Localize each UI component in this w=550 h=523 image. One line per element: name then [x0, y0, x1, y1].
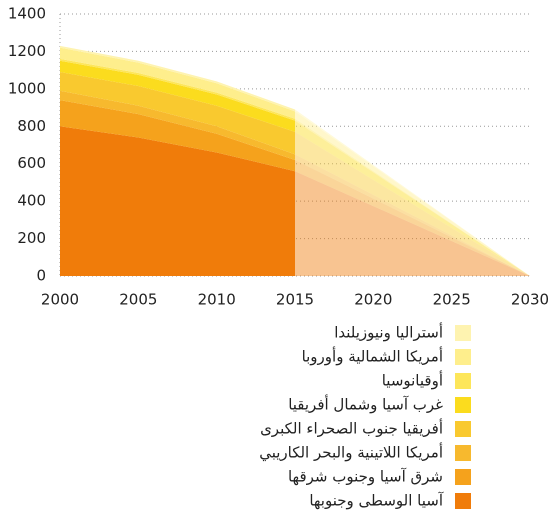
y-tick-label: 200 — [17, 229, 46, 247]
legend-swatch — [455, 325, 471, 341]
y-tick-label: 1000 — [8, 79, 46, 97]
area-projection — [295, 109, 530, 276]
legend-label: آسيا الوسطى وجنوبها — [309, 492, 444, 510]
x-tick-label: 2015 — [276, 291, 314, 309]
area — [60, 100, 295, 172]
y-tick-label: 1200 — [8, 42, 46, 60]
y-tick-label: 1400 — [8, 5, 46, 23]
legend-swatch — [455, 445, 471, 461]
area — [60, 126, 295, 277]
area — [60, 47, 295, 119]
legend-label: أوقيانوسيا — [382, 371, 443, 390]
legend-swatch — [455, 397, 471, 413]
y-tick-label: 0 — [36, 267, 46, 285]
legend-swatch — [455, 349, 471, 365]
area-projection — [295, 159, 530, 276]
x-tick-label: 2005 — [119, 291, 157, 309]
area-projection — [295, 171, 530, 276]
area — [60, 90, 295, 160]
x-tick-label: 2010 — [198, 291, 236, 309]
area-projection — [295, 111, 530, 276]
area-projection — [295, 120, 530, 277]
x-tick-label: 2000 — [41, 291, 79, 309]
area-projection — [295, 154, 530, 276]
legend-swatch — [455, 469, 471, 485]
legend-label: أمريكا اللاتينية والبحر الكاريبي — [259, 443, 443, 463]
legend-label: شرق آسيا وجنوب شرقها — [288, 468, 443, 486]
area-projection — [295, 131, 530, 276]
x-tick-label: 2020 — [354, 291, 392, 309]
legend-label: أمريكا الشمالية وأوروبا — [302, 347, 443, 366]
x-tick-label: 2030 — [511, 291, 549, 309]
area-projection — [295, 118, 530, 276]
area — [60, 72, 295, 155]
area — [60, 60, 295, 132]
legend-label: أستراليا ونيوزيلندا — [334, 323, 443, 342]
y-tick-label: 800 — [17, 117, 46, 135]
legend-swatch — [455, 421, 471, 437]
legend-swatch — [455, 493, 471, 509]
legend-label: أفريقيا جنوب الصحراء الكبرى — [260, 419, 443, 438]
y-tick-label: 400 — [17, 192, 46, 210]
legend-label: غرب آسيا وشمال أفريقيا — [288, 395, 443, 414]
legend-swatch — [455, 373, 471, 389]
y-tick-label: 600 — [17, 154, 46, 172]
x-tick-label: 2025 — [433, 291, 471, 309]
